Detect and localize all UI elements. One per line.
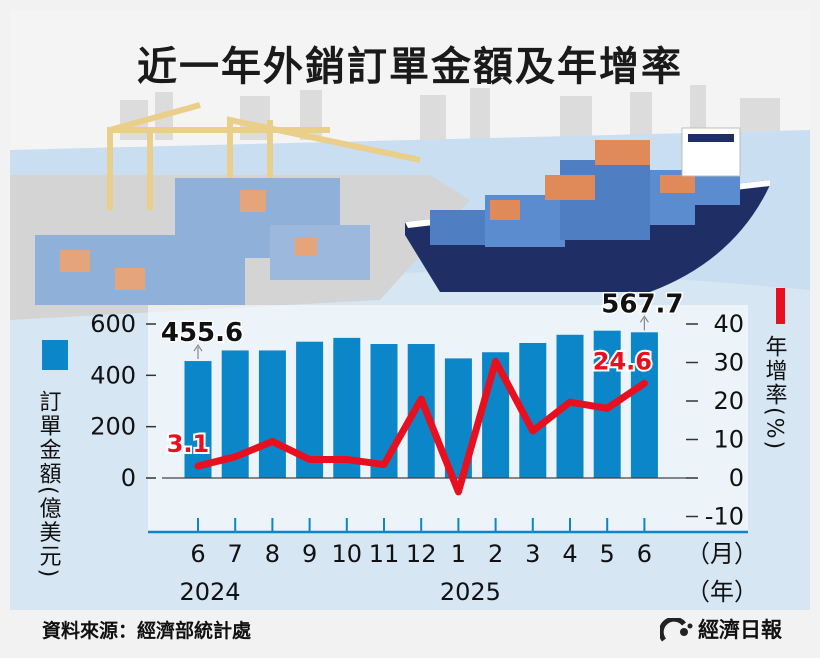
right-tick-label: 10: [713, 426, 744, 454]
growth-rate-point: [383, 463, 385, 466]
x-tick-label: 6: [637, 540, 652, 568]
growth-rate-point: [271, 440, 274, 443]
growth-rate-point: [234, 455, 237, 458]
x-tick-label: 6: [190, 540, 205, 568]
growth-rate-point: [494, 360, 497, 363]
year-unit-label: （年）: [686, 578, 758, 606]
left-axis-label: 訂單金額(億美元): [36, 390, 62, 579]
growth-rate-point: [606, 407, 609, 410]
growth-rate-point: [197, 465, 199, 468]
growth-rate-point: [420, 398, 423, 401]
x-tick-label: 8: [265, 540, 280, 568]
right-axis-label: 年增率(%): [762, 335, 788, 451]
growth-rate-point: [569, 401, 571, 404]
x-tick-label: 3: [525, 540, 540, 568]
value-pointer-arrow: [639, 315, 649, 323]
left-tick-label: 600: [90, 310, 136, 338]
x-tick-label: 4: [562, 540, 577, 568]
bar: [184, 361, 212, 478]
bar: [333, 337, 361, 478]
x-tick-label: 12: [406, 540, 437, 568]
x-tick-label: 9: [302, 540, 317, 568]
data-source: 資料來源：經濟部統計處: [42, 620, 252, 642]
growth-value-label: 24.6: [593, 347, 652, 375]
bar: [258, 350, 286, 478]
growth-rate-point: [345, 458, 348, 461]
value-pointer-arrow: [193, 343, 203, 352]
right-tick-label: -10: [705, 503, 744, 531]
left-tick-label: 400: [90, 361, 136, 389]
right-tick-label: 40: [713, 310, 744, 338]
brand-name: 經濟日報: [698, 618, 782, 642]
right-tick-label: 0: [729, 464, 744, 492]
growth-rate-point: [643, 382, 646, 385]
bar-value-label: 455.6: [161, 318, 243, 348]
brand-logo-icon: [660, 618, 693, 642]
x-tick-label: 10: [332, 540, 363, 568]
bar: [630, 332, 658, 478]
year-label: 2024: [179, 578, 240, 606]
month-unit-label: （月）: [686, 540, 758, 568]
left-tick-label: 200: [90, 413, 136, 441]
x-tick-label: 7: [228, 540, 243, 568]
bar-legend-swatch: [42, 340, 68, 370]
chart-title: 近一年外銷訂單金額及年增率: [137, 44, 683, 90]
growth-rate-point: [308, 458, 311, 461]
year-label: 2025: [440, 578, 501, 606]
brand: 經濟日報: [660, 614, 782, 644]
right-tick-label: 30: [713, 349, 744, 377]
right-tick-label: 20: [713, 387, 744, 415]
x-tick-label: 1: [451, 540, 466, 568]
left-tick-label: 0: [121, 464, 136, 492]
growth-rate-point: [457, 490, 460, 493]
line-legend-swatch: [776, 288, 785, 324]
x-tick-label: 2: [488, 540, 503, 568]
x-tick-label: 11: [369, 540, 400, 568]
bar-value-label: 567.7: [601, 289, 683, 319]
growth-rate-point: [531, 430, 534, 433]
growth-value-label: 3.1: [167, 430, 210, 458]
x-tick-label: 5: [600, 540, 615, 568]
